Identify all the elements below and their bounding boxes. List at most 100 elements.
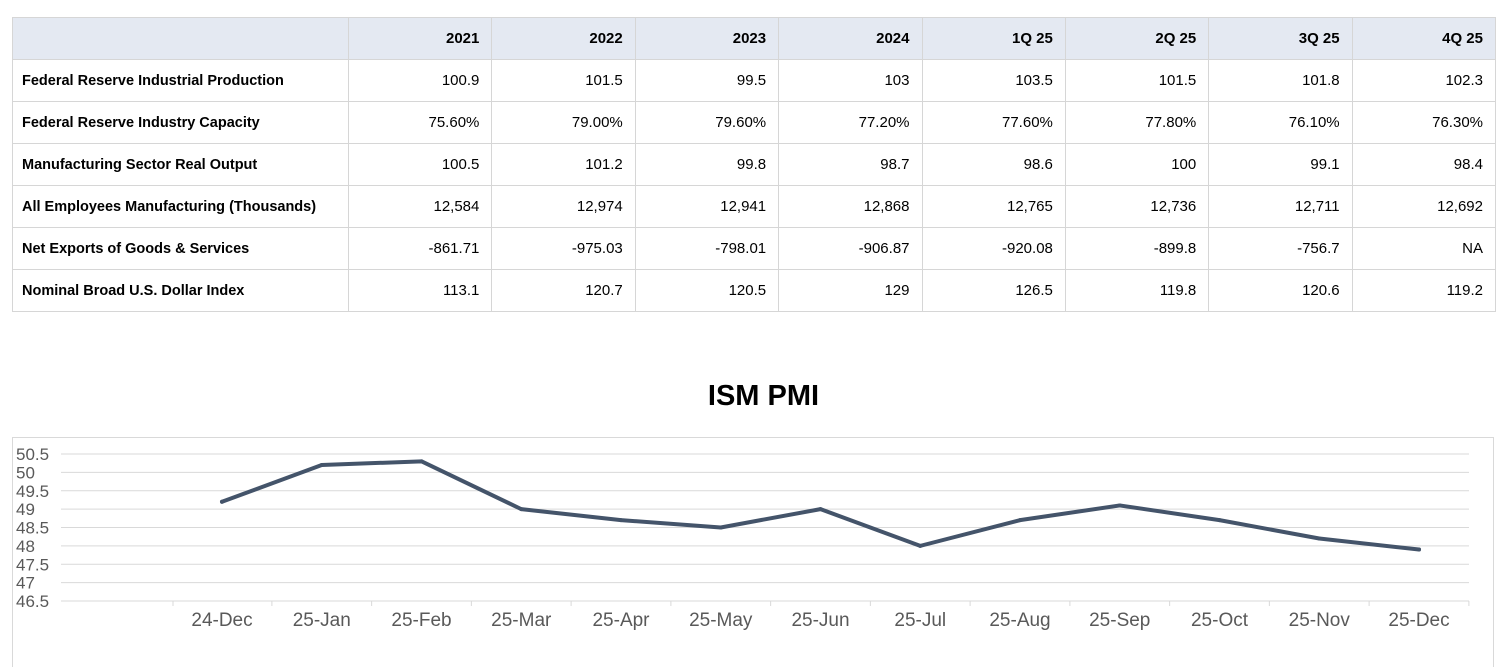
column-header: 2024 (778, 17, 923, 60)
y-tick-label: 49 (16, 500, 35, 519)
pmi-data-point (718, 525, 723, 530)
y-tick-label: 48.5 (16, 519, 49, 538)
pmi-chart-area: 50.5 50 49.5 49 48.5 48 47.5 47 46.5 24-Dec 25-Jan… (12, 437, 1494, 667)
x-tick-label: 25-Jul (894, 610, 946, 631)
x-tick-label: 25-Nov (1289, 610, 1351, 631)
pmi-data-point (619, 518, 623, 523)
column-header: 3Q 25 (1208, 17, 1353, 60)
row-label: Federal Reserve Industrial Production (12, 59, 349, 102)
table-cell: 12,868 (778, 185, 923, 228)
table-cell: 77.20% (778, 101, 923, 144)
table-cell: 126.5 (921, 269, 1066, 312)
table-cell: 12,941 (634, 185, 780, 228)
row-label: Manufacturing Sector Real Output (12, 143, 349, 186)
table-cell: 120.7 (491, 269, 636, 312)
y-tick-label: 50.5 (16, 445, 49, 464)
table-cell: 99.8 (634, 143, 780, 186)
table-cell: 100.9 (347, 59, 493, 102)
column-header: 2023 (634, 17, 780, 60)
table-row: All Employees Manufacturing (Thousands) 1… (12, 185, 1497, 228)
table-cell: 12,711 (1208, 185, 1353, 228)
x-tick-label: 25-Aug (989, 610, 1050, 631)
table-cell: 12,736 (1064, 185, 1210, 228)
pmi-data-point (818, 507, 823, 512)
table-cell: 101.5 (1064, 59, 1210, 102)
table-cell: 119.2 (1351, 269, 1497, 312)
table-row: Federal Reserve Industrial Production 100… (12, 59, 1497, 102)
table-corner-cell (12, 17, 349, 60)
x-tick-label: 25-Oct (1191, 610, 1249, 631)
economic-indicators-table: 2021 2022 2023 2024 1Q 25 2Q 25 3Q 25 4Q… (12, 17, 1497, 312)
column-header: 2021 (347, 17, 493, 60)
row-label: Nominal Broad U.S. Dollar Index (12, 269, 349, 312)
y-tick-label: 47 (16, 574, 35, 593)
y-tick-label: 47.5 (16, 555, 49, 574)
table-cell: 79.00% (491, 101, 636, 144)
table-cell: 119.8 (1064, 269, 1210, 312)
pmi-data-point (1317, 536, 1322, 541)
table-cell: 76.10% (1208, 101, 1353, 144)
x-tick-label: 25-Feb (391, 610, 451, 631)
table-cell: 75.60% (347, 101, 493, 144)
table-header-row: 2021 2022 2023 2024 1Q 25 2Q 25 3Q 25 4Q… (12, 17, 1497, 60)
column-header: 4Q 25 (1351, 17, 1497, 60)
table-cell: 103.5 (921, 59, 1066, 102)
x-tick-label: 25-Mar (491, 610, 552, 631)
table-row: Manufacturing Sector Real Output 100.5 101… (12, 143, 1497, 186)
table-row: Nominal Broad U.S. Dollar Index 113.1 120.… (12, 269, 1497, 312)
table-cell: NA (1351, 227, 1497, 270)
table-cell: 76.30% (1351, 101, 1497, 144)
y-tick-label: 50 (16, 463, 35, 482)
table-cell: 98.7 (778, 143, 923, 186)
table-cell: -899.8 (1064, 227, 1210, 270)
x-tick-label: 25-Jan (293, 610, 351, 631)
table-cell: 100 (1064, 143, 1210, 186)
pmi-data-point (1217, 518, 1222, 523)
column-header: 1Q 25 (921, 17, 1066, 60)
table-cell: 98.6 (921, 143, 1066, 186)
row-label: Federal Reserve Industry Capacity (12, 101, 349, 144)
table-cell: 102.3 (1351, 59, 1497, 102)
x-tick-label: 25-May (689, 610, 753, 631)
pmi-data-point (519, 507, 524, 512)
table-row: Federal Reserve Industry Capacity 75.60% 7… (12, 101, 1497, 144)
table-cell: -975.03 (491, 227, 636, 270)
table-cell: -906.87 (778, 227, 923, 270)
column-header: 2Q 25 (1064, 17, 1210, 60)
table-cell: 12,584 (347, 185, 493, 228)
pmi-data-point (220, 499, 224, 504)
table-cell: 99.1 (1208, 143, 1353, 186)
table-cell: 120.5 (634, 269, 780, 312)
table-cell: 79.60% (634, 101, 780, 144)
pmi-data-point (1117, 503, 1122, 508)
x-tick-label: 25-Dec (1388, 610, 1449, 631)
table-cell: 101.2 (491, 143, 636, 186)
table-cell: 77.80% (1064, 101, 1210, 144)
table-row: Net Exports of Goods & Services -861.71 -9… (12, 227, 1497, 270)
x-tick-label: 25-Apr (592, 610, 650, 631)
table-cell: 12,974 (491, 185, 636, 228)
table-cell: 129 (778, 269, 923, 312)
table-cell: 77.60% (921, 101, 1066, 144)
column-header: 2022 (491, 17, 636, 60)
y-tick-label: 48 (16, 537, 35, 556)
pmi-data-point (419, 459, 424, 464)
x-tick-label: 24-Dec (191, 610, 252, 631)
pmi-data-point (1417, 547, 1421, 552)
pmi-data-point (319, 463, 324, 468)
table-cell: -798.01 (634, 227, 780, 270)
row-label: All Employees Manufacturing (Thousands) (12, 185, 349, 228)
table-cell: 98.4 (1351, 143, 1497, 186)
table-cell: 101.5 (491, 59, 636, 102)
economic-indicators-table-wrap: 2021 2022 2023 2024 1Q 25 2Q 25 3Q 25 4Q… (12, 17, 1497, 312)
pmi-data-point (1018, 518, 1022, 523)
table-cell: 101.8 (1208, 59, 1353, 102)
table-cell: 113.1 (347, 269, 493, 312)
y-tick-label: 49.5 (16, 482, 49, 501)
table-cell: -861.71 (347, 227, 493, 270)
table-cell: 99.5 (634, 59, 780, 102)
table-cell: 100.5 (347, 143, 493, 186)
table-cell: 12,692 (1351, 185, 1497, 228)
table-cell: -756.7 (1208, 227, 1353, 270)
